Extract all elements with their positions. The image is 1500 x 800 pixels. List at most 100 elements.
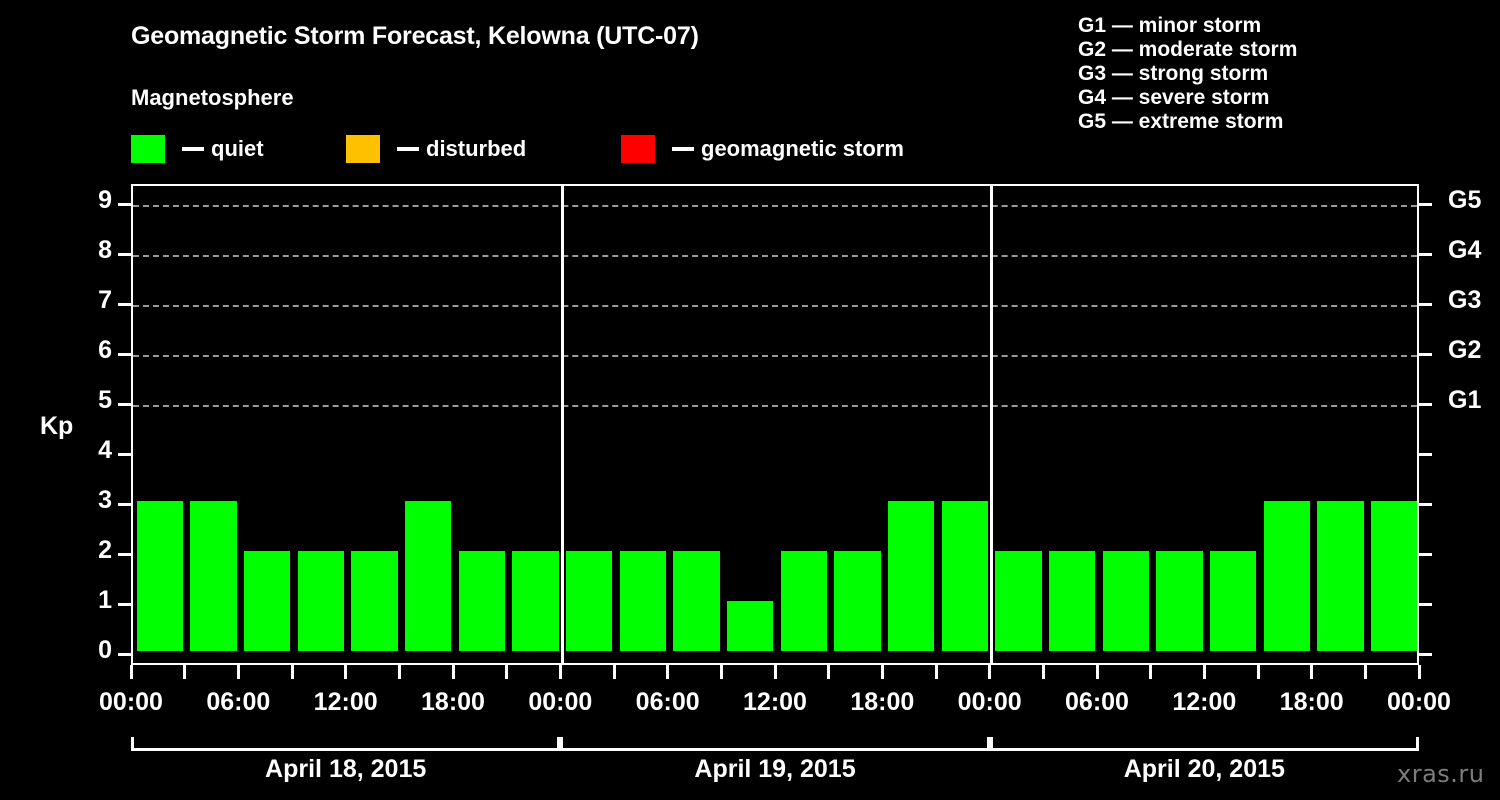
bar — [1263, 501, 1311, 651]
bar — [136, 501, 184, 651]
x-tick-mark-17 — [1041, 665, 1045, 679]
right-tick-mark-kp-3 — [1419, 503, 1432, 506]
x-tick-label-0: 00:00 — [99, 688, 163, 716]
x-tick-mark-19 — [1149, 665, 1153, 679]
x-tick-label-6: 12:00 — [743, 688, 807, 716]
x-tick-label-1: 06:00 — [206, 688, 271, 716]
date-label-3: April 20, 2015 — [1123, 755, 1285, 783]
date-bracket-1 — [131, 737, 561, 751]
g-scale-line-1: G1 — minor storm — [1078, 14, 1262, 37]
storm-swatch — [621, 135, 655, 163]
x-tick-mark-8 — [558, 665, 562, 679]
x-tick-mark-15 — [934, 665, 938, 679]
x-tick-mark-11 — [719, 665, 723, 679]
bar — [1209, 551, 1257, 651]
right-tick-mark-kp-6 — [1419, 353, 1432, 356]
y-tick-mark-3 — [118, 503, 131, 506]
y-tick-label-9: 9 — [98, 186, 112, 214]
y-tick-mark-0 — [118, 653, 131, 656]
g-scale-line-2: G2 — moderate storm — [1078, 38, 1298, 61]
y-tick-label-8: 8 — [98, 236, 112, 264]
bar — [780, 551, 828, 651]
y-tick-mark-6 — [118, 353, 131, 356]
legend-dash-icon — [397, 147, 419, 151]
g-scale-line-3: G3 — strong storm — [1078, 62, 1269, 85]
g-tick-label-G3: G3 — [1448, 286, 1482, 314]
legend-label: disturbed — [426, 136, 527, 161]
bar — [1102, 551, 1150, 651]
gridline-kp-8 — [133, 255, 1417, 257]
x-tick-label-2: 12:00 — [313, 688, 378, 716]
bar — [941, 501, 989, 651]
plot-area — [131, 184, 1419, 665]
bar — [619, 551, 667, 651]
page-title: Geomagnetic Storm Forecast, Kelowna (UTC… — [131, 22, 699, 50]
right-tick-mark-kp-1 — [1419, 603, 1432, 606]
x-tick-mark-22 — [1310, 665, 1314, 679]
y-tick-label-0: 0 — [98, 636, 112, 664]
x-tick-label-10: 12:00 — [1172, 688, 1237, 716]
bar — [834, 551, 881, 651]
gridline-kp-9 — [133, 205, 1417, 207]
bar — [351, 551, 398, 651]
x-tick-mark-24 — [1417, 665, 1421, 679]
gridline-kp-6 — [133, 355, 1417, 357]
x-tick-label-8: 00:00 — [957, 688, 1022, 716]
bar — [1048, 551, 1096, 651]
x-tick-label-11: 18:00 — [1279, 688, 1344, 716]
x-tick-mark-18 — [1095, 665, 1099, 679]
g-tick-label-G4: G4 — [1448, 236, 1482, 264]
day-divider-2 — [990, 186, 994, 663]
disturbed-swatch — [346, 135, 380, 163]
day-divider-1 — [560, 186, 564, 663]
date-bracket-3 — [989, 737, 1419, 751]
x-tick-mark-7 — [505, 665, 509, 679]
x-tick-mark-0 — [129, 665, 133, 679]
y-tick-label-5: 5 — [98, 386, 112, 414]
y-tick-mark-7 — [118, 303, 131, 306]
y-tick-mark-8 — [118, 253, 131, 256]
g-tick-label-G5: G5 — [1448, 186, 1482, 214]
x-tick-label-4: 00:00 — [528, 688, 593, 716]
right-tick-mark-kp-8 — [1419, 253, 1432, 256]
bar — [1370, 501, 1417, 651]
x-tick-label-7: 18:00 — [850, 688, 915, 716]
bar — [887, 501, 935, 651]
g-scale-legend: G1 — minor storm G2 — moderate storm G3 — … — [1078, 14, 1297, 134]
legend-entry-1: quiet — [131, 133, 264, 165]
y-tick-label-3: 3 — [98, 486, 112, 514]
y-tick-label-4: 4 — [98, 436, 112, 464]
y-axis-title: Kp — [40, 412, 74, 440]
gridline-kp-7 — [133, 305, 1417, 307]
bar — [297, 551, 345, 651]
bar — [995, 551, 1042, 651]
y-tick-label-7: 7 — [98, 286, 112, 314]
date-label-1: April 18, 2015 — [265, 755, 427, 783]
y-tick-mark-2 — [118, 553, 131, 556]
bar — [190, 501, 237, 651]
right-tick-mark-kp-4 — [1419, 453, 1432, 456]
legend-entry-2: disturbed — [346, 133, 526, 165]
y-tick-mark-1 — [118, 603, 131, 606]
x-tick-mark-16 — [988, 665, 992, 679]
y-tick-mark-5 — [118, 403, 131, 406]
quiet-swatch — [131, 135, 165, 163]
bar — [243, 551, 291, 651]
legend-dash-icon — [672, 147, 694, 151]
x-tick-label-12: 00:00 — [1387, 688, 1451, 716]
bar — [673, 551, 720, 651]
x-tick-mark-2 — [236, 665, 240, 679]
x-tick-mark-1 — [183, 665, 187, 679]
x-tick-mark-3 — [290, 665, 294, 679]
legend-dash-icon — [182, 147, 204, 151]
bar — [458, 551, 506, 651]
x-tick-mark-9 — [612, 665, 616, 679]
y-tick-label-6: 6 — [98, 336, 112, 364]
bar — [512, 551, 559, 651]
right-tick-mark-kp-0 — [1419, 653, 1432, 656]
g-scale-line-5: G5 — extreme storm — [1078, 110, 1284, 133]
watermark: xras.ru — [1397, 760, 1485, 788]
gridline-kp-5 — [133, 405, 1417, 407]
bar — [1156, 551, 1203, 651]
x-tick-mark-10 — [666, 665, 670, 679]
